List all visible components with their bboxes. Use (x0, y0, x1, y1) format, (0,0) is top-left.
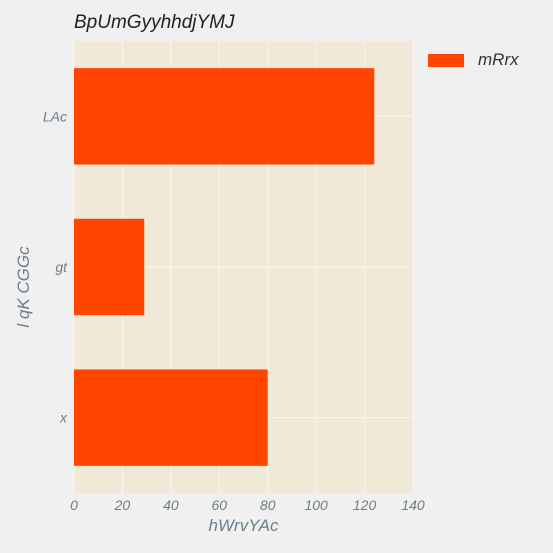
x-tick-label: 80 (260, 497, 276, 513)
x-axis-ticks: 0 20 40 60 80 100 120 140 (70, 497, 425, 513)
legend: mRrx (420, 50, 519, 70)
x-tick-label: 140 (401, 497, 425, 513)
y-axis-ticks: LAc gt x (43, 108, 68, 425)
x-tick-label: 0 (70, 497, 78, 513)
legend-swatch (428, 53, 464, 67)
x-tick-label: 60 (211, 497, 227, 513)
bar-LAc (74, 68, 375, 165)
x-tick-label: 120 (353, 497, 377, 513)
bar-x (74, 369, 268, 466)
chart-title: BpUmGyyhhdjYMJ (74, 12, 235, 33)
x-tick-label: 100 (304, 497, 328, 513)
x-axis-label: hWrvYAc (209, 516, 279, 535)
y-tick-label: LAc (43, 108, 67, 124)
bars (74, 68, 375, 466)
x-tick-label: 20 (114, 497, 131, 513)
x-tick-label: 40 (163, 497, 179, 513)
y-axis-label: l qK CGGc (14, 246, 33, 328)
y-tick-label: x (59, 410, 68, 426)
legend-label: mRrx (478, 50, 519, 69)
y-tick-label: gt (55, 259, 68, 275)
bar-gt (74, 218, 145, 316)
